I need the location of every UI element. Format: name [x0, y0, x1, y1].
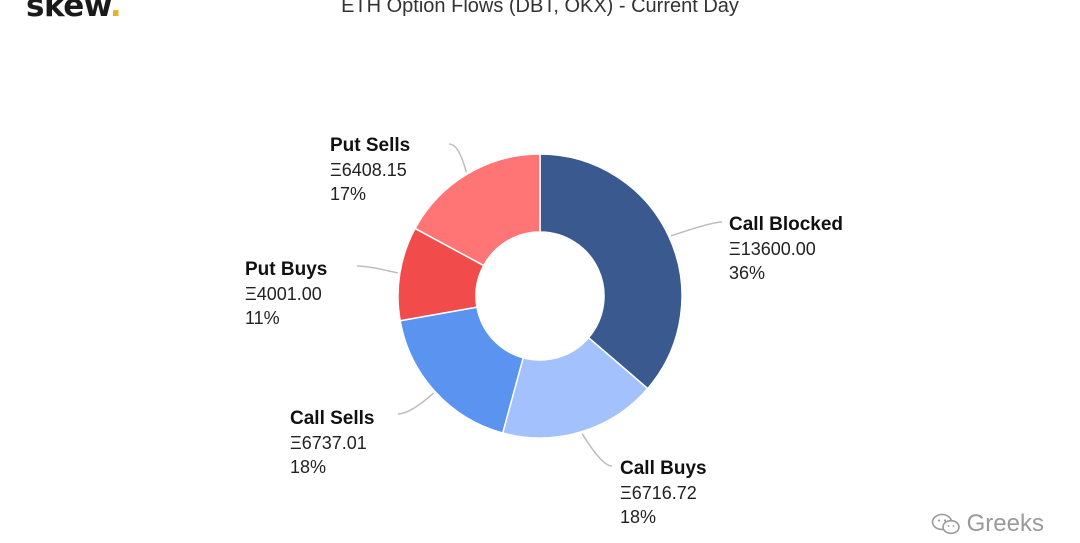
- slice-name-label: Call Buys: [620, 458, 707, 479]
- chart-title: ETH Option Flows (DBT, OKX) - Current Da…: [341, 0, 739, 17]
- slice-value-label: Ξ6737.01: [290, 433, 367, 453]
- slice-percent-label: 18%: [620, 507, 656, 527]
- slice-name-label: Put Buys: [245, 259, 327, 280]
- label-call-buys: Call Buys Ξ6716.72 18%: [620, 458, 707, 527]
- watermark-text: Greeks: [966, 510, 1044, 537]
- label-put-sells: Put Sells Ξ6408.15 17%: [330, 135, 410, 204]
- connector-put-sells: [448, 143, 468, 173]
- label-put-buys: Put Buys Ξ4001.00 11%: [245, 259, 327, 328]
- slice-name-label: Call Blocked: [729, 214, 843, 235]
- slice-percent-label: 17%: [330, 184, 366, 204]
- slice-percent-label: 18%: [290, 457, 326, 477]
- connector-call-sells: [397, 392, 435, 415]
- skew-logo: skew.: [26, 0, 122, 24]
- slice-call-sells[interactable]: [399, 306, 525, 434]
- slice-percent-label: 11%: [245, 308, 280, 328]
- slice-value-label: Ξ4001.00: [245, 284, 322, 304]
- connector-put-buys: [356, 265, 399, 274]
- connector-call-buys: [581, 433, 613, 467]
- slice-put-sells[interactable]: [414, 153, 541, 267]
- slice-value-label: Ξ6716.72: [620, 483, 697, 503]
- watermark: Greeks: [931, 510, 1044, 538]
- wechat-icon: [931, 513, 960, 535]
- slice-call-blocked[interactable]: [539, 153, 683, 390]
- connector-call-blocked: [670, 221, 723, 237]
- label-call-sells: Call Sells Ξ6737.01 18%: [290, 408, 375, 477]
- slice-value-label: Ξ13600.00: [729, 239, 816, 259]
- slice-value-label: Ξ6408.15: [330, 160, 407, 180]
- label-call-blocked: Call Blocked Ξ13600.00 36%: [729, 214, 843, 283]
- slice-name-label: Put Sells: [330, 135, 410, 156]
- slice-call-buys[interactable]: [501, 336, 649, 439]
- slice-name-label: Call Sells: [290, 408, 375, 429]
- slice-percent-label: 36%: [729, 263, 765, 283]
